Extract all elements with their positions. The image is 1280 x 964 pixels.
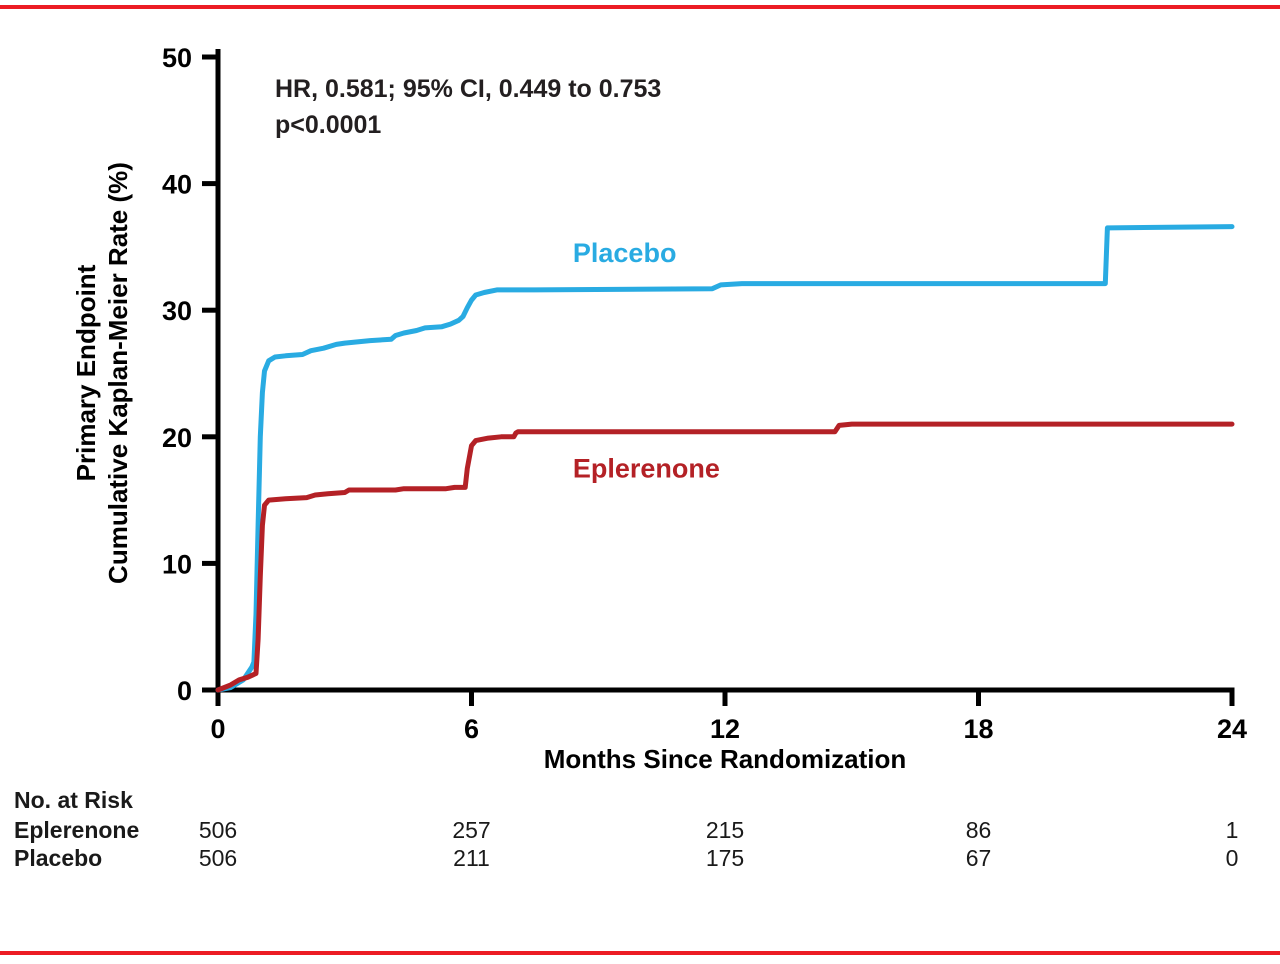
risk-value: 0: [1226, 845, 1239, 871]
y-tick-label: 30: [162, 296, 192, 326]
x-tick-label: 0: [210, 714, 225, 744]
eplerenone-series-label: Eplerenone: [573, 453, 720, 483]
y-tick-label: 20: [162, 423, 192, 453]
risk-value: 257: [452, 817, 490, 843]
y-tick-label: 10: [162, 549, 192, 579]
y-axis-title-line2: Cumulative Kaplan-Meier Rate (%): [103, 162, 133, 584]
risk-value: 506: [199, 845, 237, 871]
eplerenone-curve: [215, 421, 1235, 693]
x-tick-label: 6: [464, 714, 479, 744]
risk-value: 86: [966, 817, 992, 843]
y-tick-label: 50: [162, 43, 192, 73]
risk-row-label-placebo: Placebo: [14, 845, 102, 871]
bottom-rule: [0, 951, 1280, 955]
risk-value: 175: [706, 845, 744, 871]
risk-value: 211: [453, 845, 490, 871]
risk-row-label-eplerenone: Eplerenone: [14, 817, 139, 843]
x-tick-label: 12: [710, 714, 740, 744]
risk-value: 215: [706, 817, 744, 843]
x-tick-label: 18: [963, 714, 993, 744]
risk-value: 506: [199, 817, 237, 843]
risk-value: 1: [1226, 817, 1239, 843]
x-axis-title: Months Since Randomization: [544, 744, 907, 774]
placebo-series-label: Placebo: [573, 238, 677, 268]
y-tick-label: 0: [177, 676, 192, 706]
x-tick-label: 24: [1217, 714, 1247, 744]
y-axis-title-line1: Primary Endpoint: [71, 264, 101, 481]
y-tick-label: 40: [162, 170, 192, 200]
risk-table-title: No. at Risk: [14, 787, 133, 813]
risk-value: 67: [966, 845, 992, 871]
pvalue-annotation: p<0.0001: [275, 111, 381, 139]
hr-annotation: HR, 0.581; 95% CI, 0.449 to 0.753: [275, 75, 661, 103]
placebo-curve: [215, 224, 1235, 693]
top-rule: [0, 5, 1280, 9]
